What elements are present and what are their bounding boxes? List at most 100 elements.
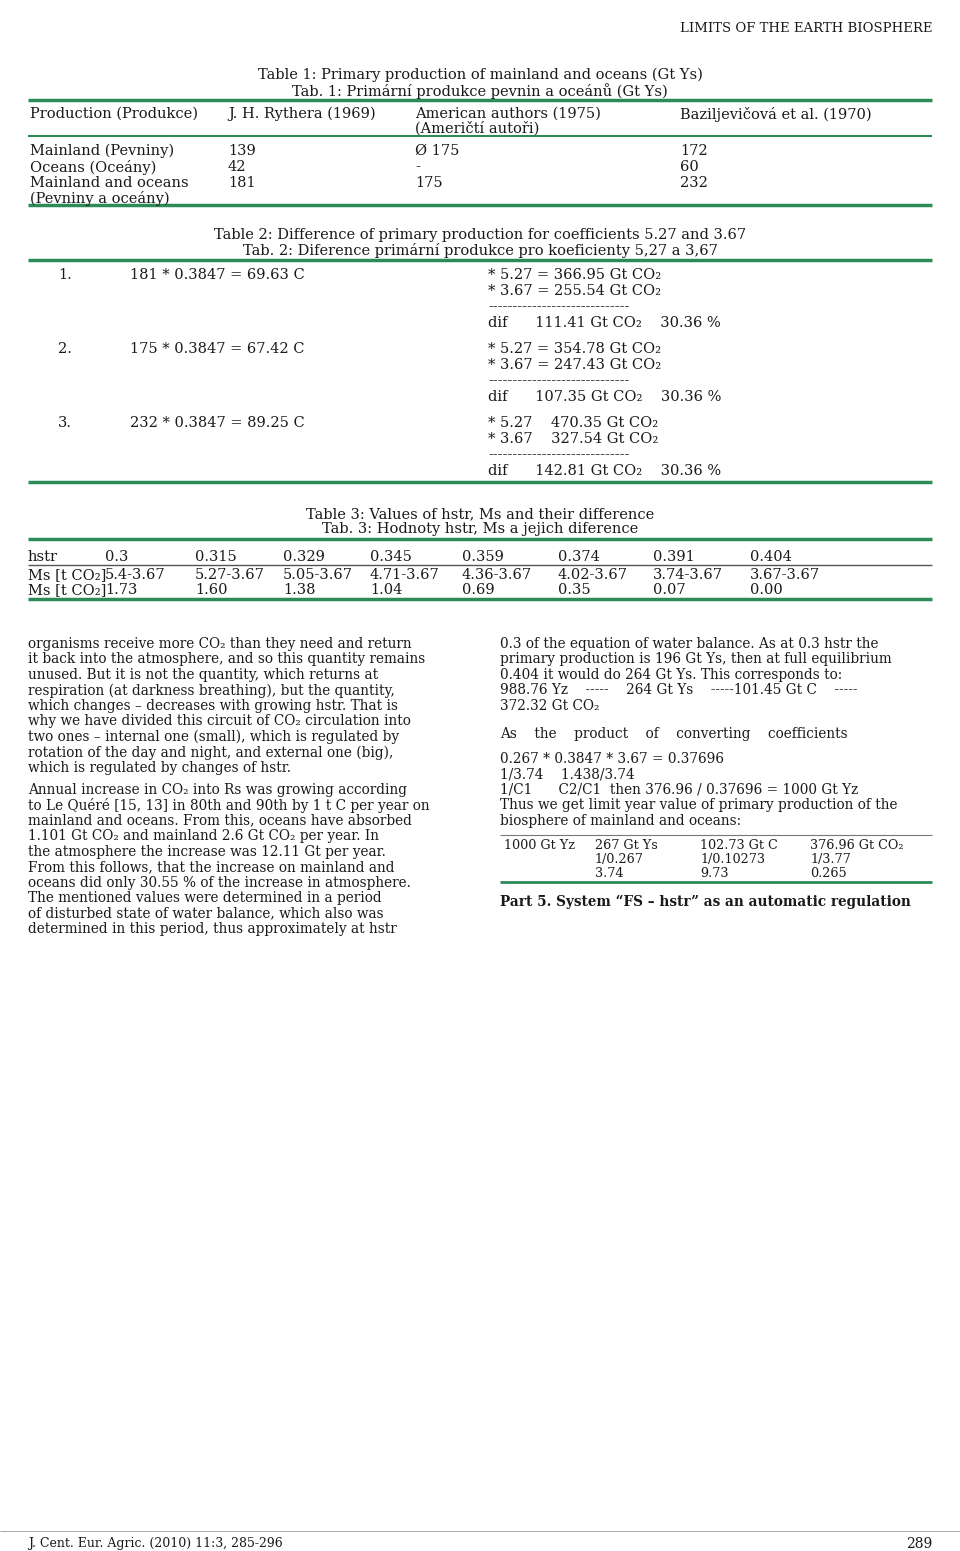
- Text: 1/0.10273: 1/0.10273: [700, 853, 765, 865]
- Text: (Pevniny a oceány): (Pevniny a oceány): [30, 191, 170, 206]
- Text: 1.04: 1.04: [370, 583, 402, 597]
- Text: 4.36-3.67: 4.36-3.67: [462, 568, 532, 582]
- Text: LIMITS OF THE EARTH BIOSPHERE: LIMITS OF THE EARTH BIOSPHERE: [680, 22, 932, 36]
- Text: 0.359: 0.359: [462, 551, 504, 565]
- Text: hstr: hstr: [28, 551, 58, 565]
- Text: two ones – internal one (small), which is regulated by: two ones – internal one (small), which i…: [28, 731, 399, 744]
- Text: 181: 181: [228, 175, 255, 191]
- Text: 5.27-3.67: 5.27-3.67: [195, 568, 265, 582]
- Text: rotation of the day and night, and external one (big),: rotation of the day and night, and exter…: [28, 746, 394, 760]
- Text: -----------------------------: -----------------------------: [488, 374, 630, 388]
- Text: * 3.67    327.54 Gt CO₂: * 3.67 327.54 Gt CO₂: [488, 433, 659, 447]
- Text: (Američtí autoři): (Američtí autoři): [415, 121, 540, 135]
- Text: which changes – decreases with growing hstr. That is: which changes – decreases with growing h…: [28, 700, 398, 713]
- Text: unused. But it is not the quantity, which returns at: unused. But it is not the quantity, whic…: [28, 668, 378, 682]
- Text: 1.38: 1.38: [283, 583, 316, 597]
- Text: Table 2: Difference of primary production for coefficients 5.27 and 3.67: Table 2: Difference of primary productio…: [214, 228, 746, 242]
- Text: 0.265: 0.265: [810, 867, 847, 881]
- Text: Part 5. System “FS – hstr” as an automatic regulation: Part 5. System “FS – hstr” as an automat…: [500, 895, 911, 909]
- Text: respiration (at darkness breathing), but the quantity,: respiration (at darkness breathing), but…: [28, 684, 395, 698]
- Text: 181 * 0.3847 = 69.63 C: 181 * 0.3847 = 69.63 C: [130, 268, 304, 282]
- Text: * 3.67 = 247.43 Gt CO₂: * 3.67 = 247.43 Gt CO₂: [488, 358, 661, 372]
- Text: 139: 139: [228, 144, 255, 158]
- Text: 5.4-3.67: 5.4-3.67: [105, 568, 166, 582]
- Text: From this follows, that the increase on mainland and: From this follows, that the increase on …: [28, 861, 395, 875]
- Text: -----------------------------: -----------------------------: [488, 448, 630, 462]
- Text: 0.00: 0.00: [750, 583, 782, 597]
- Text: Production (Produkce): Production (Produkce): [30, 107, 198, 121]
- Text: 0.329: 0.329: [283, 551, 324, 565]
- Text: 372.32 Gt CO₂: 372.32 Gt CO₂: [500, 700, 599, 713]
- Text: 232: 232: [680, 175, 708, 191]
- Text: The mentioned values were determined in a period: The mentioned values were determined in …: [28, 892, 382, 906]
- Text: dif      142.81 Gt CO₂    30.36 %: dif 142.81 Gt CO₂ 30.36 %: [488, 464, 721, 478]
- Text: Oceans (Oceány): Oceans (Oceány): [30, 160, 156, 175]
- Text: * 5.27 = 354.78 Gt CO₂: * 5.27 = 354.78 Gt CO₂: [488, 343, 661, 357]
- Text: dif      107.35 Gt CO₂    30.36 %: dif 107.35 Gt CO₂ 30.36 %: [488, 389, 721, 403]
- Text: which is regulated by changes of hstr.: which is regulated by changes of hstr.: [28, 762, 291, 776]
- Text: to Le Quéré [15, 13] in 80th and 90th by 1 t C per year on: to Le Quéré [15, 13] in 80th and 90th by…: [28, 799, 430, 813]
- Text: the atmosphere the increase was 12.11 Gt per year.: the atmosphere the increase was 12.11 Gt…: [28, 845, 386, 859]
- Text: 4.02-3.67: 4.02-3.67: [558, 568, 628, 582]
- Text: oceans did only 30.55 % of the increase in atmosphere.: oceans did only 30.55 % of the increase …: [28, 876, 411, 890]
- Text: Mainland (Pevniny): Mainland (Pevniny): [30, 144, 174, 158]
- Text: J. Cent. Eur. Agric. (2010) 11:3, 285-296: J. Cent. Eur. Agric. (2010) 11:3, 285-29…: [28, 1537, 283, 1549]
- Text: 3.: 3.: [58, 416, 72, 430]
- Text: * 5.27 = 366.95 Gt CO₂: * 5.27 = 366.95 Gt CO₂: [488, 268, 661, 282]
- Text: American authors (1975): American authors (1975): [415, 107, 601, 121]
- Text: 0.07: 0.07: [653, 583, 685, 597]
- Text: 3.74-3.67: 3.74-3.67: [653, 568, 723, 582]
- Text: Tab. 3: Hodnoty hstr, Ms a jejich diference: Tab. 3: Hodnoty hstr, Ms a jejich difere…: [322, 523, 638, 537]
- Text: 102.73 Gt C: 102.73 Gt C: [700, 839, 778, 851]
- Text: 0.69: 0.69: [462, 583, 494, 597]
- Text: -----------------------------: -----------------------------: [488, 299, 630, 313]
- Text: Ø 175: Ø 175: [415, 144, 460, 158]
- Text: 1.: 1.: [58, 268, 72, 282]
- Text: J. H. Rythera (1969): J. H. Rythera (1969): [228, 107, 375, 121]
- Text: organisms receive more CO₂ than they need and return: organisms receive more CO₂ than they nee…: [28, 637, 412, 651]
- Text: 9.73: 9.73: [700, 867, 729, 881]
- Text: 376.96 Gt CO₂: 376.96 Gt CO₂: [810, 839, 903, 851]
- Text: Thus we get limit year value of primary production of the: Thus we get limit year value of primary …: [500, 799, 898, 813]
- Text: 2.: 2.: [58, 343, 72, 357]
- Text: Ms [t CO₂]: Ms [t CO₂]: [28, 583, 107, 597]
- Text: 988.76 Yz    -----    264 Gt Ys    -----101.45 Gt C    -----: 988.76 Yz ----- 264 Gt Ys -----101.45 Gt…: [500, 684, 857, 698]
- Text: 3.74: 3.74: [595, 867, 623, 881]
- Text: Table 3: Values of hstr, Ms and their difference: Table 3: Values of hstr, Ms and their di…: [306, 507, 654, 521]
- Text: 175 * 0.3847 = 67.42 C: 175 * 0.3847 = 67.42 C: [130, 343, 304, 357]
- Text: 0.345: 0.345: [370, 551, 412, 565]
- Text: 0.267 * 0.3847 * 3.67 = 0.37696: 0.267 * 0.3847 * 3.67 = 0.37696: [500, 752, 724, 766]
- Text: * 5.27    470.35 Gt CO₂: * 5.27 470.35 Gt CO₂: [488, 416, 659, 430]
- Text: 0.404: 0.404: [750, 551, 792, 565]
- Text: 3.67-3.67: 3.67-3.67: [750, 568, 820, 582]
- Text: why we have divided this circuit of CO₂ circulation into: why we have divided this circuit of CO₂ …: [28, 715, 411, 729]
- Text: biosphere of mainland and oceans:: biosphere of mainland and oceans:: [500, 814, 741, 828]
- Text: As    the    product    of    converting    coefficients: As the product of converting coefficient…: [500, 727, 848, 741]
- Text: primary production is 196 Gt Ys, then at full equilibrium: primary production is 196 Gt Ys, then at…: [500, 653, 892, 667]
- Text: 172: 172: [680, 144, 708, 158]
- Text: 1.101 Gt CO₂ and mainland 2.6 Gt CO₂ per year. In: 1.101 Gt CO₂ and mainland 2.6 Gt CO₂ per…: [28, 830, 379, 844]
- Text: Ms [t CO₂]: Ms [t CO₂]: [28, 568, 107, 582]
- Text: 175: 175: [415, 175, 443, 191]
- Text: 5.05-3.67: 5.05-3.67: [283, 568, 353, 582]
- Text: mainland and oceans. From this, oceans have absorbed: mainland and oceans. From this, oceans h…: [28, 814, 412, 828]
- Text: 42: 42: [228, 160, 247, 174]
- Text: of disturbed state of water balance, which also was: of disturbed state of water balance, whi…: [28, 907, 384, 921]
- Text: 1/0.267: 1/0.267: [595, 853, 644, 865]
- Text: 1000 Gt Yz: 1000 Gt Yz: [504, 839, 575, 851]
- Text: 1.60: 1.60: [195, 583, 228, 597]
- Text: Tab. 2: Diference primární produkce pro koeficienty 5,27 a 3,67: Tab. 2: Diference primární produkce pro …: [243, 244, 717, 257]
- Text: * 3.67 = 255.54 Gt CO₂: * 3.67 = 255.54 Gt CO₂: [488, 284, 661, 298]
- Text: 0.3: 0.3: [105, 551, 129, 565]
- Text: Mainland and oceans: Mainland and oceans: [30, 175, 188, 191]
- Text: Baziljevičová et al. (1970): Baziljevičová et al. (1970): [680, 107, 872, 123]
- Text: 0.315: 0.315: [195, 551, 237, 565]
- Text: 1/C1      C2/C1  then 376.96 / 0.37696 = 1000 Gt Yz: 1/C1 C2/C1 then 376.96 / 0.37696 = 1000 …: [500, 783, 858, 797]
- Text: 0.35: 0.35: [558, 583, 590, 597]
- Text: 1/3.74    1.438/3.74: 1/3.74 1.438/3.74: [500, 768, 635, 782]
- Text: determined in this period, thus approximately at hstr: determined in this period, thus approxim…: [28, 923, 396, 937]
- Text: 4.71-3.67: 4.71-3.67: [370, 568, 440, 582]
- Text: 1/3.77: 1/3.77: [810, 853, 851, 865]
- Text: 1.73: 1.73: [105, 583, 137, 597]
- Text: Table 1: Primary production of mainland and oceans (Gt Ys): Table 1: Primary production of mainland …: [257, 68, 703, 82]
